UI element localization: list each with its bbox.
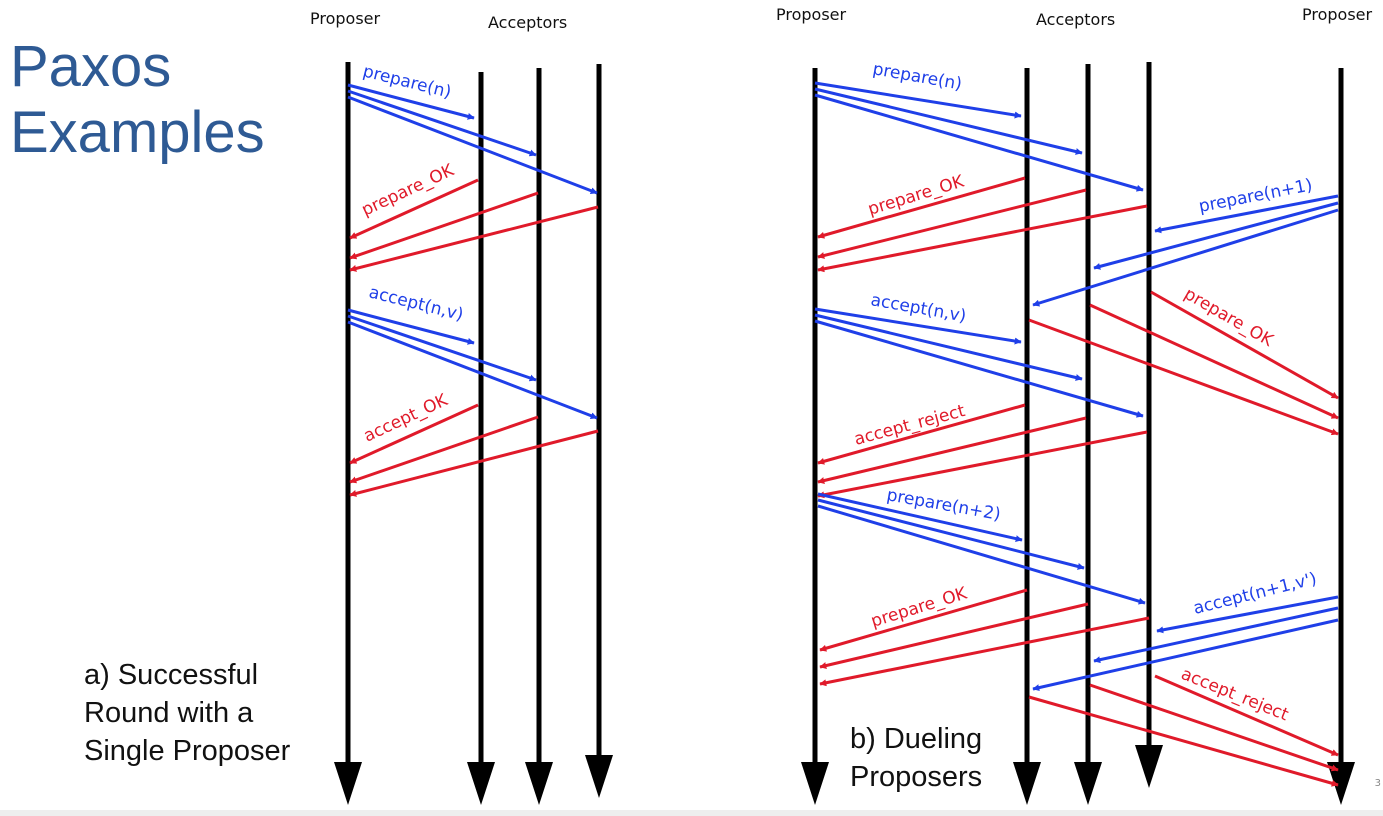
label-prepare-n: prepare(n) (361, 61, 453, 102)
acceptor-1-timeline-head (467, 762, 495, 805)
label-prepare-n2: prepare(n+2) (885, 485, 1002, 525)
timeline-arrowheads-a (334, 755, 613, 805)
header-proposer-right: Proposer (1302, 5, 1373, 24)
prepare-n-arrows-b (814, 81, 1144, 192)
timelines-a (345, 62, 602, 778)
accept-arrows-a (347, 308, 598, 420)
prepare-n1-arrows-b (1032, 194, 1339, 307)
accept-ok-arrows-a (349, 403, 599, 497)
label-prepare-ok-b2: prepare_OK (869, 583, 971, 631)
caption-a-line-2: Round with a (84, 697, 254, 729)
label-prepare-n-b: prepare(n) (871, 59, 963, 94)
acceptor-3-timeline-head (585, 755, 613, 798)
title-line-1: Paxos (10, 34, 172, 99)
timelines-b (812, 62, 1344, 778)
diagram-a: Proposer Acceptors prepare(n) pr (310, 9, 613, 805)
acceptor-1-timeline-head-b (1013, 762, 1041, 805)
acceptor-2-timeline-head (525, 762, 553, 805)
acceptor-3-timeline-head-b (1135, 745, 1163, 788)
prepare-arrows-a (347, 83, 598, 195)
prepare-ok-arrows-b2 (819, 588, 1150, 687)
proposer-left-timeline-head (801, 762, 829, 805)
proposer-right-timeline-head (1327, 762, 1355, 805)
caption-b: b) Dueling Proposers (850, 720, 982, 796)
page-number: 3 (1374, 778, 1381, 789)
header-acceptors: Acceptors (488, 13, 567, 32)
bottom-divider (0, 810, 1383, 816)
accept-nv-arrows-b (814, 307, 1144, 418)
accept-reject-arrows-b1 (817, 403, 1148, 499)
header-acceptors-b: Acceptors (1036, 10, 1115, 29)
title-line-2: Examples (10, 100, 265, 165)
label-prepare-ok-b1: prepare_OK (866, 171, 968, 219)
prepare-ok-arrows-b1 (817, 176, 1148, 273)
timeline-arrowheads-b (801, 745, 1355, 805)
prepare-n2-arrows-b (817, 492, 1146, 605)
prepare-ok-arrows-a (349, 178, 599, 272)
caption-b-line-1: b) Dueling (850, 723, 983, 755)
accept-n1v-arrows-b (1032, 595, 1339, 692)
acceptor-2-timeline-head-b (1074, 762, 1102, 805)
header-proposer: Proposer (310, 9, 381, 28)
proposer-timeline-head (334, 762, 362, 805)
diagram-b: Proposer Acceptors Proposer prepare(n) (776, 5, 1373, 805)
caption-a: a) Successful Round with a Single Propos… (84, 656, 290, 770)
prepare-ok-arrows-b-right (1028, 290, 1339, 436)
caption-b-line-2: Proposers (850, 761, 983, 793)
caption-a-line-1: a) Successful (84, 659, 259, 691)
accept-reject-arrows-b-right (1028, 674, 1339, 787)
caption-a-line-3: Single Proposer (84, 735, 291, 767)
slide-title: Paxos Examples (10, 34, 265, 166)
header-proposer-left: Proposer (776, 5, 847, 24)
